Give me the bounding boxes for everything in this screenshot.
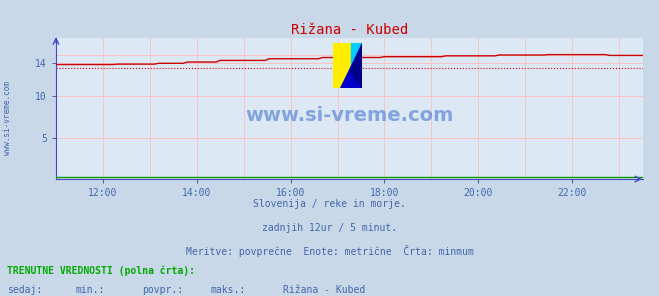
Bar xyxy=(351,43,362,88)
Text: Meritve: povprečne  Enote: metrične  Črta: minmum: Meritve: povprečne Enote: metrične Črta:… xyxy=(186,244,473,257)
Text: sedaj:: sedaj: xyxy=(7,285,42,295)
Text: maks.:: maks.: xyxy=(211,285,246,295)
Text: www.si-vreme.com: www.si-vreme.com xyxy=(245,106,453,125)
Polygon shape xyxy=(340,43,362,88)
Title: Rižana - Kubed: Rižana - Kubed xyxy=(291,23,408,37)
Text: www.si-vreme.com: www.si-vreme.com xyxy=(3,81,13,155)
Polygon shape xyxy=(351,43,362,88)
Bar xyxy=(333,43,351,88)
Text: Slovenija / reke in morje.: Slovenija / reke in morje. xyxy=(253,199,406,209)
Text: Rižana - Kubed: Rižana - Kubed xyxy=(283,285,366,295)
Text: povpr.:: povpr.: xyxy=(142,285,183,295)
Text: zadnjih 12ur / 5 minut.: zadnjih 12ur / 5 minut. xyxy=(262,223,397,233)
Text: TRENUTNE VREDNOSTI (polna črta):: TRENUTNE VREDNOSTI (polna črta): xyxy=(7,265,194,276)
Text: min.:: min.: xyxy=(76,285,105,295)
